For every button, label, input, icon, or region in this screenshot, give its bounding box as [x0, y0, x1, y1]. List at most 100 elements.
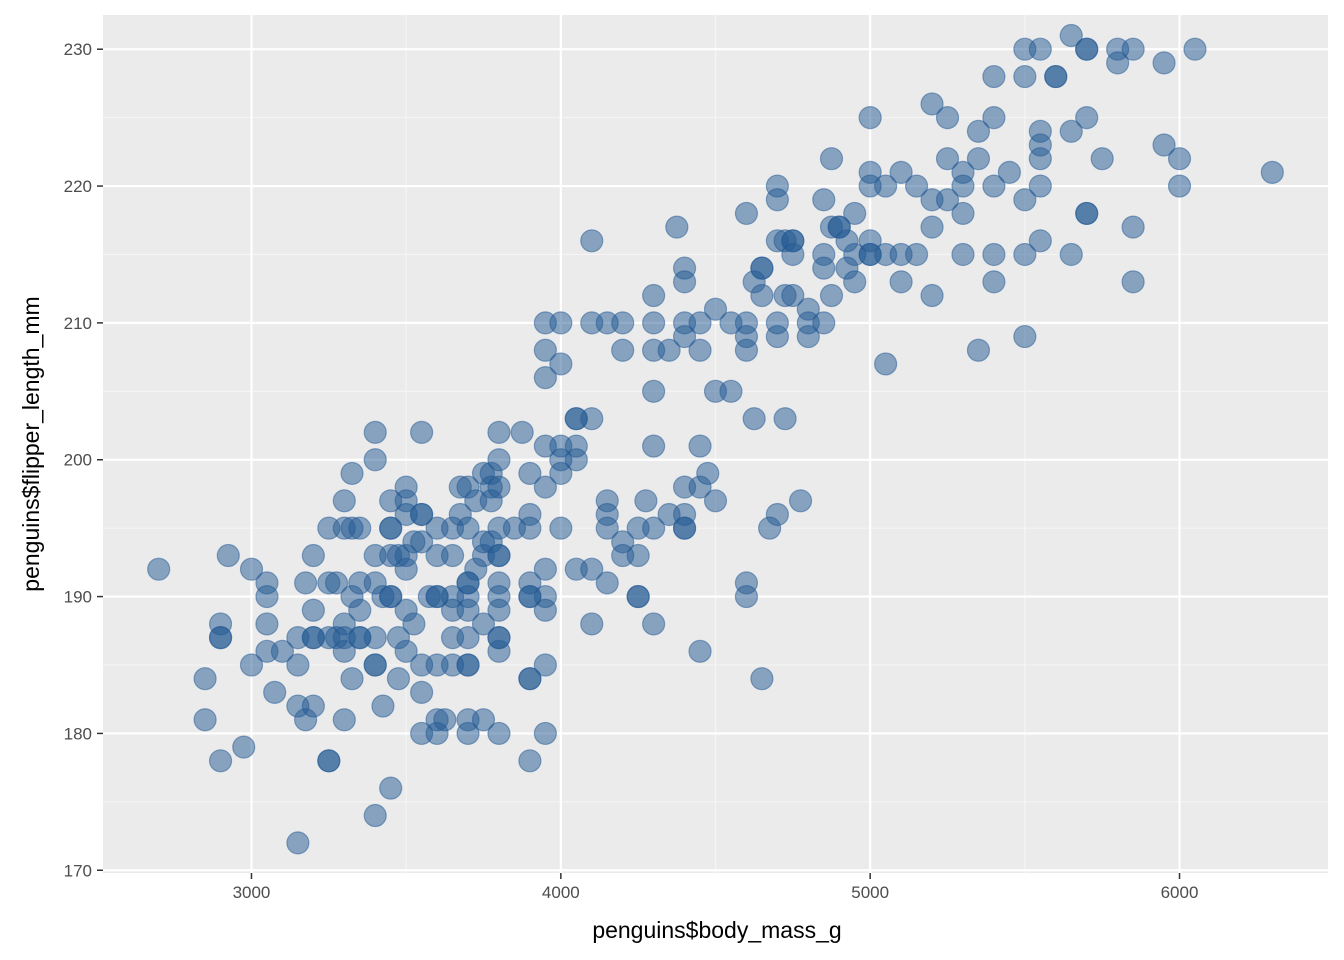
data-point	[239, 653, 264, 677]
data-point	[487, 598, 511, 622]
data-point	[410, 502, 434, 527]
data-point	[966, 147, 991, 171]
data-point	[340, 667, 364, 691]
data-point	[750, 667, 774, 691]
data-point	[363, 626, 387, 650]
data-point	[533, 721, 557, 746]
data-point	[1013, 242, 1037, 267]
data-point	[332, 639, 356, 663]
data-point	[1121, 270, 1145, 294]
data-point	[1183, 37, 1207, 61]
data-point	[286, 831, 310, 855]
data-point	[363, 803, 387, 828]
data-point	[433, 708, 457, 732]
data-point	[549, 352, 573, 376]
data-point	[340, 461, 364, 486]
data-point	[858, 106, 882, 130]
data-point	[1028, 37, 1052, 61]
data-point	[487, 543, 511, 568]
data-point	[734, 201, 759, 226]
data-point	[332, 489, 356, 513]
data-point	[982, 174, 1006, 198]
data-point	[765, 324, 789, 349]
data-point	[471, 708, 496, 732]
data-point	[672, 270, 697, 294]
y-tick-label: 200	[64, 451, 92, 470]
data-point	[688, 311, 712, 335]
data-point	[642, 283, 666, 308]
data-point	[1152, 51, 1176, 75]
data-point	[734, 324, 759, 349]
data-point	[788, 489, 813, 513]
data-point	[920, 215, 944, 239]
minor-gridlines	[103, 15, 1328, 873]
data-point	[1167, 174, 1192, 198]
data-point	[812, 188, 836, 212]
data-point	[595, 571, 619, 595]
data-point	[286, 653, 310, 677]
data-point	[642, 612, 666, 636]
y-tick-label: 210	[64, 314, 92, 333]
data-point	[812, 256, 836, 280]
data-point	[997, 160, 1021, 184]
data-point	[611, 338, 635, 362]
data-point	[363, 653, 387, 677]
data-point	[317, 749, 341, 773]
data-point	[1013, 64, 1037, 89]
data-point	[208, 612, 233, 636]
data-point	[363, 448, 387, 472]
data-point	[549, 311, 573, 335]
y-tick-label: 190	[64, 588, 92, 607]
data-point	[1013, 188, 1037, 212]
data-point	[750, 256, 774, 280]
data-point	[773, 407, 797, 431]
data-point	[1121, 215, 1145, 239]
data-point	[402, 612, 426, 636]
data-point	[487, 420, 511, 444]
x-tick-label: 6000	[1161, 883, 1199, 902]
x-axis-title: penguins$body_mass_g	[592, 917, 841, 943]
data-point	[642, 516, 666, 540]
data-point	[1028, 147, 1052, 171]
data-point	[843, 270, 867, 294]
data-point	[595, 516, 619, 540]
data-point	[1059, 119, 1083, 143]
data-point	[564, 448, 588, 472]
data-point	[518, 516, 542, 540]
data-point	[147, 557, 171, 581]
data-point	[1075, 106, 1099, 130]
x-tick-label: 3000	[233, 883, 271, 902]
data-point	[471, 612, 496, 636]
data-point	[1075, 201, 1099, 226]
data-point	[487, 721, 511, 746]
data-point	[935, 147, 960, 171]
data-point	[1167, 147, 1192, 171]
data-point	[750, 283, 774, 308]
data-point	[626, 584, 650, 609]
data-point	[982, 242, 1006, 267]
data-point	[348, 598, 372, 622]
data-point	[1152, 133, 1176, 157]
data-point	[781, 283, 805, 308]
data-point	[487, 639, 511, 663]
data-point	[487, 448, 511, 472]
data-point	[394, 639, 418, 663]
data-point	[920, 92, 944, 116]
data-point	[379, 584, 403, 609]
data-point	[966, 338, 991, 362]
data-point	[982, 270, 1006, 294]
data-point	[626, 543, 650, 568]
data-point	[394, 557, 418, 581]
data-point	[410, 530, 434, 554]
data-point	[294, 571, 318, 595]
data-point	[533, 475, 557, 499]
data-point	[672, 516, 697, 540]
data-point	[889, 160, 913, 184]
data-point	[765, 188, 789, 212]
data-point	[332, 708, 356, 732]
data-point	[510, 420, 534, 444]
data-point	[456, 653, 480, 677]
data-point	[533, 366, 557, 390]
data-point	[812, 311, 836, 335]
